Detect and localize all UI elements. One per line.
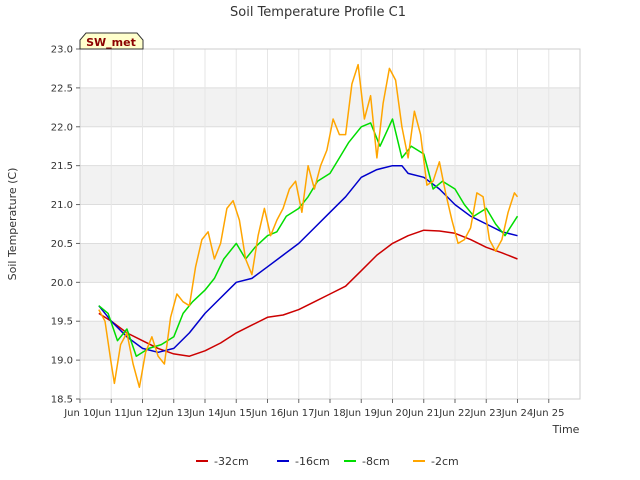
legend-label: -32cm — [214, 455, 249, 468]
x-tick-label: Jun 13 — [157, 408, 190, 419]
x-tick-label: Jun 20 — [376, 408, 409, 419]
series-line-8cm — [98, 118, 519, 357]
x-tick-label: Jun 24 — [501, 408, 534, 419]
y-axis-label: Soil Temperature (C) — [6, 168, 19, 281]
y-tick-label: 23.0 — [51, 45, 73, 56]
legend-label: -2cm — [431, 455, 459, 468]
x-tick-label: Jun 22 — [438, 408, 471, 419]
y-tick-label: 20.0 — [51, 278, 73, 289]
series-line-16cm — [98, 164, 518, 354]
station-label: SW_met — [86, 36, 136, 49]
y-axis-ticks: 18.5 19.0 19.5 20.0 20.5 21.0 21.5 22.0 22.5 23.0 — [51, 45, 80, 406]
x-tick-label: Jun 17 — [282, 408, 315, 419]
chart-title: Soil Temperature Profile C1 — [230, 5, 406, 20]
series-line-2cm — [98, 63, 519, 389]
x-tick-label: Jun 23 — [469, 408, 502, 419]
x-axis-ticks: Jun 10 Jun 11 Jun 12 Jun 13 Jun 14 Jun 15 Jun … — [63, 399, 565, 419]
y-tick-label: 21.5 — [51, 161, 73, 172]
legend: -32cm -16cm -8cm -2cm — [196, 455, 459, 468]
x-tick-label: Jun 19 — [344, 408, 377, 419]
y-tick-label: 19.0 — [51, 356, 73, 367]
series-lines — [98, 63, 519, 389]
x-tick-label: Jun 12 — [126, 408, 159, 419]
y-tick-label: 19.5 — [51, 317, 73, 328]
x-axis-label: Time — [552, 423, 580, 436]
x-tick-label: Jun 16 — [251, 408, 284, 419]
legend-label: -8cm — [362, 455, 390, 468]
legend-label: -16cm — [295, 455, 330, 468]
y-tick-label: 20.5 — [51, 239, 73, 250]
x-tick-label: Jun 10 — [63, 408, 96, 419]
x-tick-label: Jun 14 — [188, 408, 221, 419]
x-tick-label: Jun 11 — [94, 408, 127, 419]
x-tick-label: Jun 25 — [532, 408, 565, 419]
y-tick-label: 18.5 — [51, 395, 73, 406]
y-tick-label: 21.0 — [51, 200, 73, 211]
y-tick-label: 22.0 — [51, 122, 73, 133]
station-badge: SW_met — [79, 32, 144, 50]
x-tick-label: Jun 18 — [313, 408, 346, 419]
x-tick-label: Jun 21 — [407, 408, 440, 419]
y-tick-label: 22.5 — [51, 83, 73, 94]
x-tick-label: Jun 15 — [219, 408, 252, 419]
